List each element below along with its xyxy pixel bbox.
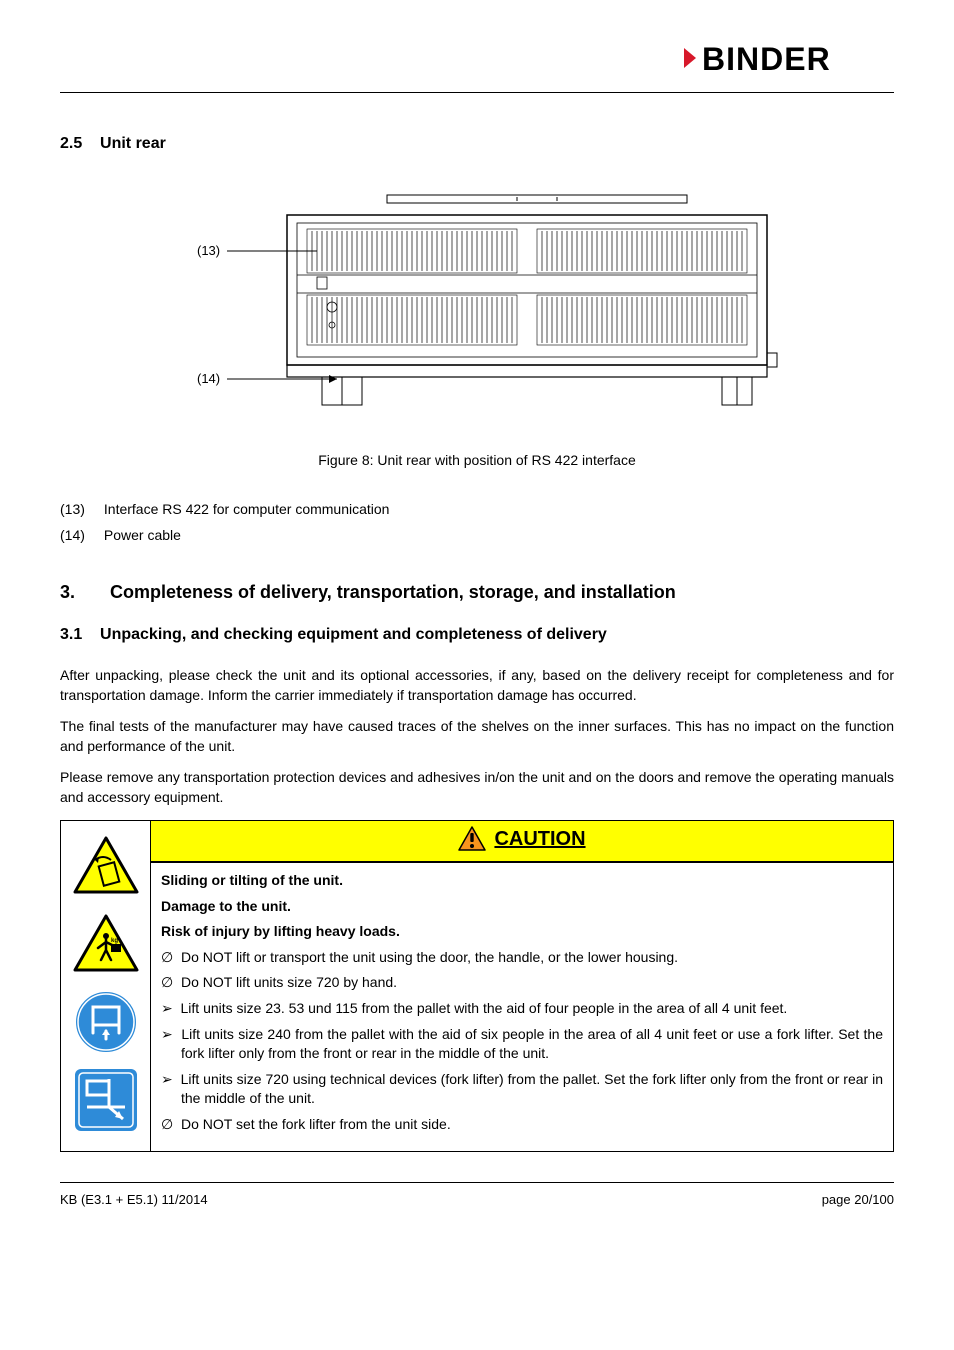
section-3-title: Completeness of delivery, transportation…	[110, 582, 676, 602]
caution-header: CAUTION	[151, 821, 893, 863]
caution-bullet-6: ∅ Do NOT set the fork lifter from the un…	[161, 1115, 883, 1135]
section-2-5-title: Unit rear	[100, 135, 166, 152]
legend-14-num: (14)	[60, 526, 100, 546]
caution-bullet-5: ➢ Lift units size 720 using technical de…	[161, 1070, 883, 1109]
page-footer: KB (E3.1 + E5.1) 11/2014 page 20/100	[60, 1191, 894, 1209]
callout-13-label: (13)	[197, 243, 220, 258]
section-3-1-title: Unpacking, and checking equipment and co…	[100, 626, 607, 643]
heavy-load-warning-icon: kg	[65, 905, 146, 983]
header-rule	[60, 92, 894, 93]
caution-body: Sliding or tilting of the unit. Damage t…	[151, 862, 893, 1151]
caution-box: kg	[60, 820, 894, 1152]
caution-line-1: Sliding or tilting of the unit.	[161, 871, 883, 891]
paragraph-2: The final tests of the manufacturer may …	[60, 717, 894, 756]
lift-here-icon	[65, 983, 146, 1061]
legend-13-text: Interface RS 422 for computer communicat…	[104, 501, 390, 517]
section-2-5-num: 2.5	[60, 135, 82, 152]
caution-bullet-1: ∅ Do NOT lift or transport the unit usin…	[161, 948, 883, 968]
brand-text: BINDER	[702, 41, 831, 76]
footer-left: KB (E3.1 + E5.1) 11/2014	[60, 1191, 208, 1209]
forklift-icon	[65, 1061, 146, 1139]
caution-bullet-4: ➢ Lift units size 240 from the pallet wi…	[161, 1025, 883, 1064]
footer-rule	[60, 1182, 894, 1183]
tilting-warning-icon	[65, 827, 146, 905]
callout-14-label: (14)	[197, 371, 220, 386]
footer-right: page 20/100	[822, 1191, 894, 1209]
caution-line-3: Risk of injury by lifting heavy loads.	[161, 922, 883, 942]
section-3-1-num: 3.1	[60, 626, 82, 643]
brand-logo: BINDER	[60, 40, 894, 82]
paragraph-1: After unpacking, please check the unit a…	[60, 666, 894, 705]
unit-rear-figure: (13) (14)	[60, 175, 894, 441]
figure-caption: Figure 8: Unit rear with position of RS …	[60, 451, 894, 471]
caution-bullet-3: ➢ Lift units size 23. 53 und 115 from th…	[161, 999, 883, 1019]
section-3-heading: 3.Completeness of delivery, transportati…	[60, 580, 894, 605]
paragraph-3: Please remove any transportation protect…	[60, 768, 894, 807]
caution-label-text: CAUTION	[494, 825, 585, 853]
section-3-num: 3.	[60, 580, 110, 605]
legend-13: (13) Interface RS 422 for computer commu…	[60, 500, 894, 520]
svg-text:kg: kg	[111, 938, 118, 944]
caution-bullet-2: ∅ Do NOT lift units size 720 by hand.	[161, 973, 883, 993]
section-2-5-heading: 2.5 Unit rear	[60, 133, 894, 155]
section-3-1-heading: 3.1 Unpacking, and checking equipment an…	[60, 624, 894, 646]
legend-14-text: Power cable	[104, 527, 181, 543]
caution-triangle-icon	[458, 826, 486, 852]
caution-line-2: Damage to the unit.	[161, 897, 883, 917]
legend-14: (14) Power cable	[60, 526, 894, 546]
legend-13-num: (13)	[60, 500, 100, 520]
